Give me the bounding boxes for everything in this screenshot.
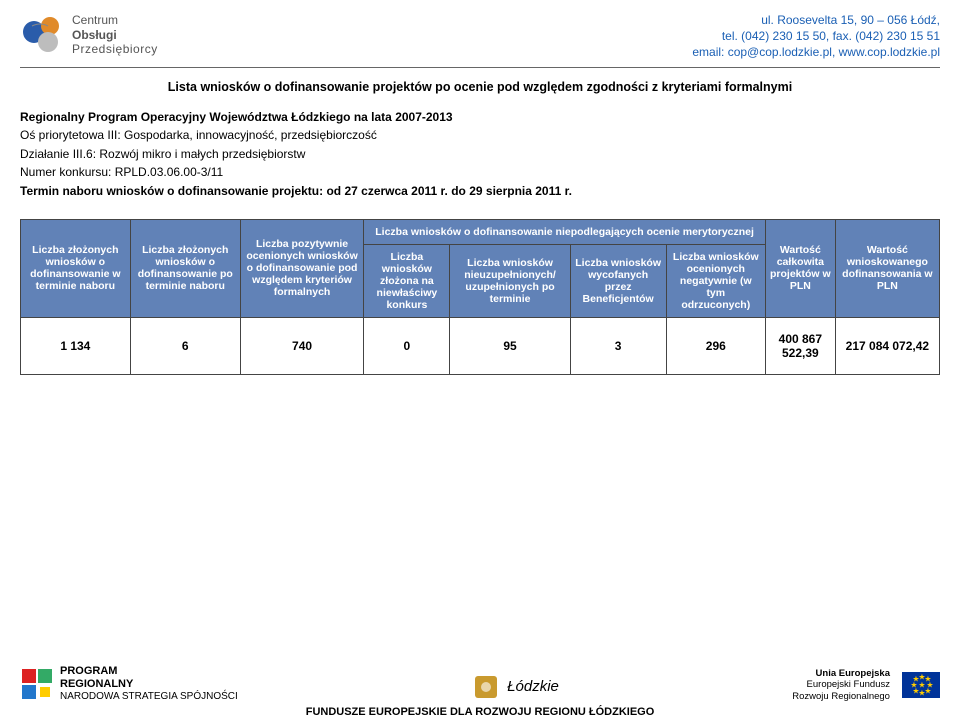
- contact-phone: tel. (042) 230 15 50, fax. (042) 230 15 …: [692, 28, 940, 44]
- footer-program-2: REGIONALNY: [60, 678, 238, 691]
- meta-program: Regionalny Program Operacyjny Województw…: [20, 108, 940, 127]
- footer-logo-lodzkie: Łódzkie: [471, 672, 559, 702]
- meta-action: Działanie III.6: Rozwój mikro i małych p…: [20, 145, 940, 164]
- footer-program-1: PROGRAM: [60, 665, 238, 678]
- summary-table: Liczba złożonych wniosków o dofinansowan…: [20, 219, 940, 375]
- col-header-withdrawn: Liczba wniosków wycofanych przez Benefic…: [570, 244, 666, 317]
- col-header-total-value: Wartość całkowita projektów w PLN: [765, 219, 835, 317]
- footer-program-3: NARODOWA STRATEGIA SPÓJNOŚCI: [60, 691, 238, 703]
- eu-flag-icon: [902, 672, 940, 698]
- meta-contest: Numer konkursu: RPLD.03.06.00-3/11: [20, 163, 940, 182]
- cell-withdrawn: 3: [570, 317, 666, 374]
- footer-lodzkie-label: Łódzkie: [507, 678, 559, 695]
- org-logo: Centrum Obsługi Przedsiębiorcy: [20, 12, 158, 58]
- contact-address: ul. Roosevelta 15, 90 – 056 Łódź,: [692, 12, 940, 28]
- col-header-positive: Liczba pozytywnie ocenionych wniosków o …: [240, 219, 363, 317]
- header-rule: [20, 67, 940, 68]
- table-row: 1 134 6 740 0 95 3 296 400 867 522,39 21…: [21, 317, 940, 374]
- org-name-2: Obsługi: [72, 28, 158, 42]
- footer-eu-3: Rozwoju Regionalnego: [792, 691, 890, 702]
- cell-total-value: 400 867 522,39: [765, 317, 835, 374]
- meta-axis: Oś priorytetowa III: Gospodarka, innowac…: [20, 126, 940, 145]
- document-meta: Regionalny Program Operacyjny Województw…: [20, 108, 940, 201]
- cell-wrong-contest: 0: [364, 317, 450, 374]
- col-header-negative: Liczba wniosków ocenionych negatywnie (w…: [666, 244, 765, 317]
- footer-tagline: FUNDUSZE EUROPEJSKIE DLA ROZWOJU REGIONU…: [20, 706, 940, 718]
- meta-term: Termin naboru wniosków o dofinansowanie …: [20, 182, 940, 201]
- org-name-1: Centrum: [72, 13, 158, 27]
- org-logo-icon: [20, 12, 66, 58]
- footer-logo-eu: Unia Europejska Europejski Fundusz Rozwo…: [792, 668, 940, 702]
- contact-block: ul. Roosevelta 15, 90 – 056 Łódź, tel. (…: [692, 12, 940, 61]
- cell-not-supplemented: 95: [450, 317, 570, 374]
- org-logo-text: Centrum Obsługi Przedsiębiorcy: [72, 13, 158, 56]
- cell-negative: 296: [666, 317, 765, 374]
- document-title: Lista wniosków o dofinansowanie projektó…: [20, 80, 940, 94]
- page-footer: PROGRAM REGIONALNY NARODOWA STRATEGIA SP…: [20, 665, 940, 718]
- col-header-requested-value: Wartość wnioskowanego dofinansowania w P…: [835, 219, 939, 317]
- footer-logo-program: PROGRAM REGIONALNY NARODOWA STRATEGIA SP…: [20, 665, 238, 702]
- cell-submitted-after-term: 6: [130, 317, 240, 374]
- cell-positive: 740: [240, 317, 363, 374]
- program-icon: [20, 667, 54, 701]
- page-header: Centrum Obsługi Przedsiębiorcy ul. Roose…: [20, 12, 940, 61]
- footer-eu-2: Europejski Fundusz: [792, 679, 890, 690]
- col-header-submitted-after-term: Liczba złożonych wniosków o dofinansowan…: [130, 219, 240, 317]
- org-name-3: Przedsiębiorcy: [72, 42, 158, 56]
- col-header-spanner: Liczba wniosków o dofinansowanie niepodl…: [364, 219, 766, 244]
- lodzkie-icon: [471, 672, 501, 702]
- cell-submitted-in-term: 1 134: [21, 317, 131, 374]
- footer-eu-1: Unia Europejska: [792, 668, 890, 679]
- contact-email: email: cop@cop.lodzkie.pl, www.cop.lodzk…: [692, 44, 940, 60]
- cell-requested-value: 217 084 072,42: [835, 317, 939, 374]
- col-header-submitted-in-term: Liczba złożonych wniosków o dofinansowan…: [21, 219, 131, 317]
- col-header-not-supplemented: Liczba wniosków nieuzupełnionych/ uzupeł…: [450, 244, 570, 317]
- col-header-wrong-contest: Liczba wniosków złożona na niewłaściwy k…: [364, 244, 450, 317]
